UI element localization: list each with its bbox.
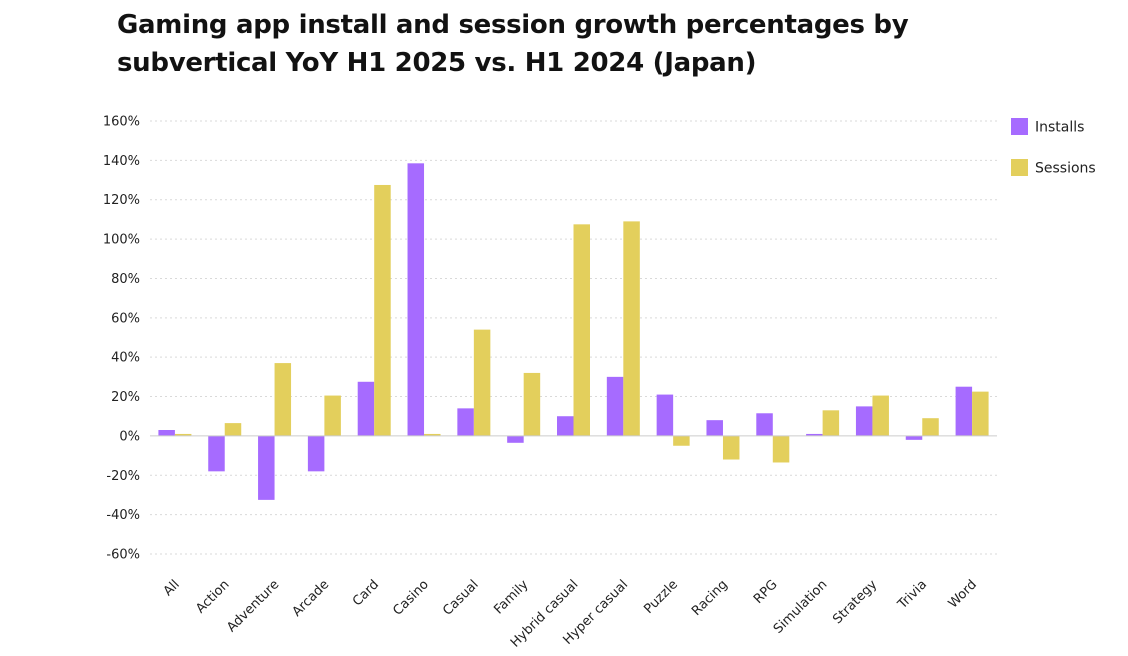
- x-tick-label: Trivia: [895, 577, 931, 613]
- bar-installs-hybrid-casual: [557, 416, 574, 436]
- bar-sessions-simulation: [822, 410, 840, 436]
- y-tick-label: 120%: [103, 193, 140, 208]
- bar-installs-adventure: [258, 435, 275, 500]
- bar-installs-simulation: [806, 433, 823, 436]
- y-tick-label: 60%: [111, 311, 140, 326]
- bar-installs-trivia: [905, 435, 923, 440]
- x-tick-label: Casual: [440, 577, 481, 618]
- y-tick-label: -20%: [106, 469, 140, 484]
- x-tick-label: Puzzle: [641, 577, 681, 617]
- x-tick-label: Action: [193, 577, 232, 616]
- bar-installs-casino: [407, 163, 425, 436]
- bar-installs-hyper-casual: [606, 376, 624, 436]
- x-tick-label: Simulation: [771, 577, 831, 637]
- bar-sessions-adventure: [274, 363, 292, 436]
- y-tick-label: 0%: [119, 429, 140, 444]
- bar-installs-family: [507, 435, 524, 443]
- y-tick-label: 40%: [111, 351, 140, 366]
- bar-sessions-word: [972, 391, 989, 436]
- y-tick-label: 140%: [103, 154, 140, 169]
- legend-label-sessions: Sessions: [1035, 161, 1096, 177]
- x-tick-label: Arcade: [290, 577, 333, 620]
- y-tick-label: 160%: [103, 115, 140, 130]
- bar-sessions-action: [224, 423, 242, 436]
- bar-sessions-trivia: [922, 418, 939, 436]
- gridlines: [150, 120, 997, 555]
- bar-sessions-hyper-casual: [623, 221, 640, 436]
- bar-sessions-casual: [473, 329, 491, 436]
- x-tick-label: RPG: [751, 577, 781, 607]
- legend-swatch-installs: [1011, 118, 1028, 135]
- bar-installs-rpg: [756, 413, 773, 436]
- x-tick-label: All: [161, 577, 183, 599]
- x-tick-label: Strategy: [830, 577, 880, 627]
- bar-sessions-family: [523, 372, 541, 436]
- bar-sessions-all: [174, 433, 192, 436]
- bar-installs-card: [357, 381, 375, 436]
- bar-sessions-puzzle: [673, 435, 690, 446]
- bar-sessions-racing: [722, 435, 740, 460]
- bar-sessions-rpg: [772, 435, 790, 463]
- legend-label-installs: Installs: [1035, 120, 1084, 136]
- bar-installs-action: [208, 435, 225, 472]
- bars: [158, 163, 989, 500]
- bar-sessions-casino: [424, 433, 441, 436]
- x-tick-label: Word: [946, 577, 980, 611]
- bar-installs-casual: [457, 408, 474, 436]
- x-tick-label: Card: [350, 577, 382, 609]
- y-tick-label: -40%: [106, 508, 140, 523]
- bar-sessions-hybrid-casual: [573, 224, 590, 436]
- bar-sessions-card: [374, 184, 391, 436]
- x-tick-label: Casino: [390, 577, 431, 618]
- y-tick-label: 100%: [103, 233, 140, 248]
- bar-sessions-arcade: [324, 395, 341, 436]
- bar-sessions-strategy: [872, 395, 889, 436]
- chart-title: Gaming app install and session growth pe…: [117, 10, 909, 78]
- y-tick-label: 20%: [111, 390, 140, 405]
- bar-installs-all: [158, 430, 175, 436]
- bar-installs-arcade: [307, 435, 325, 472]
- bar-installs-racing: [706, 420, 723, 436]
- bar-installs-strategy: [855, 406, 873, 436]
- x-tick-label: Adventure: [224, 577, 282, 635]
- y-tick-label: 80%: [111, 272, 140, 287]
- legend: Installs Sessions: [1011, 118, 1096, 177]
- bar-installs-puzzle: [656, 394, 674, 436]
- x-tick-label: Family: [491, 577, 531, 617]
- x-tick-label: Racing: [689, 577, 731, 619]
- y-tick-label: -60%: [106, 548, 140, 563]
- legend-swatch-sessions: [1011, 159, 1028, 176]
- y-axis-ticks: 160% 140% 120% 100% 80% 60% 40% 20% 0% -20% -40% -6…: [103, 115, 140, 563]
- bar-installs-word: [955, 386, 973, 436]
